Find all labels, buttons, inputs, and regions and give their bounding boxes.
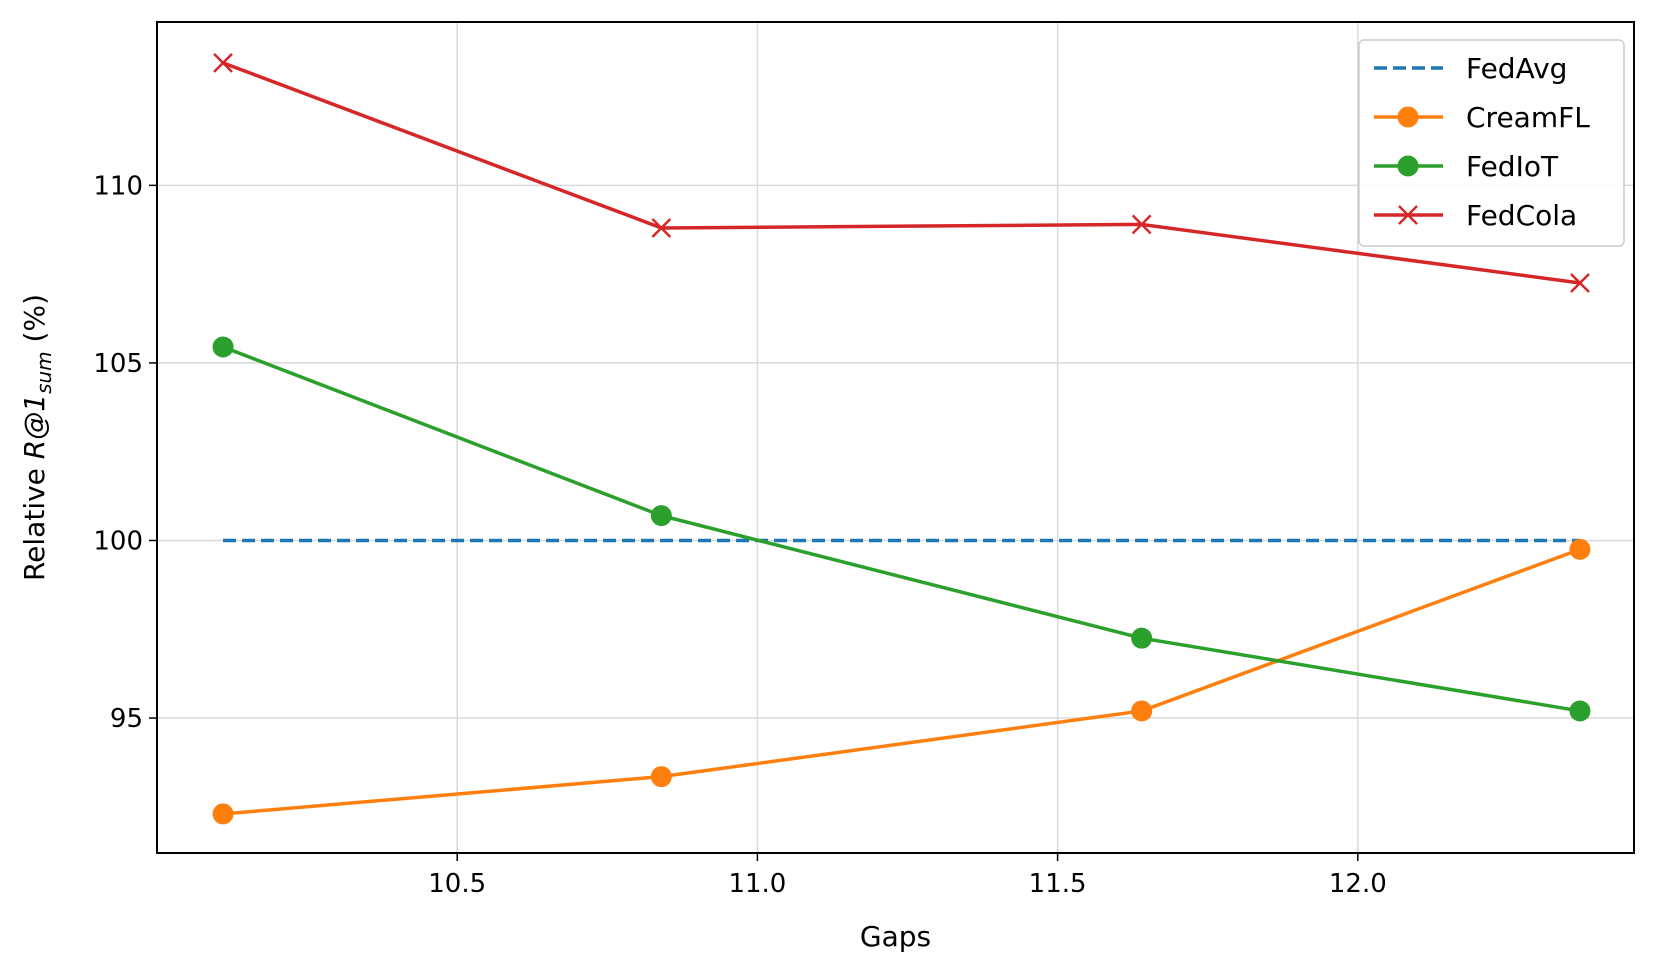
legend-item-fedcola: FedCola xyxy=(1374,199,1577,232)
y-tick-label: 100 xyxy=(93,526,143,556)
series-line-creamfl xyxy=(222,547,1581,816)
series-creamfl xyxy=(212,538,1591,825)
y-axis-label-suffix: (%) xyxy=(18,294,51,351)
series-line-fediot xyxy=(222,345,1581,713)
series-layer xyxy=(212,52,1591,825)
x-tick-label: 11.5 xyxy=(1029,869,1087,899)
legend-item-fediot: FedIoT xyxy=(1374,150,1559,183)
legend: FedAvg CreamFL FedIoT FedCola xyxy=(1358,39,1625,247)
y-axis-label-prefix: Relative xyxy=(18,459,51,581)
data-point-creamfl xyxy=(1131,700,1153,722)
data-point-fediot xyxy=(1131,627,1153,649)
data-point-fediot xyxy=(1569,700,1591,722)
x-tick-label: 10.5 xyxy=(428,869,486,899)
y-axis-label: Relative R@1sum (%) xyxy=(18,294,56,581)
data-point-fedcola xyxy=(1131,214,1152,235)
y-axis-label-subscript: sum xyxy=(32,351,56,394)
y-tick-label: 110 xyxy=(93,171,143,201)
y-axis-label-main: R@1 xyxy=(18,394,51,459)
data-point-fediot xyxy=(212,336,234,358)
data-point-fedcola xyxy=(1570,273,1590,293)
legend-label-fedavg: FedAvg xyxy=(1466,52,1567,85)
legend-label-fediot: FedIoT xyxy=(1466,150,1559,183)
y-tick-label: 95 xyxy=(110,704,143,734)
axis-ticks: 10.5 11.0 11.5 12.0 95 100 105 110 xyxy=(93,171,1386,899)
legend-marker-creamfl xyxy=(1397,106,1419,128)
x-tick-label: 12.0 xyxy=(1329,869,1387,899)
series-line-fedcola xyxy=(222,61,1581,285)
legend-item-fedavg: FedAvg xyxy=(1374,52,1567,85)
series-fediot xyxy=(212,336,1591,722)
legend-marker-fedcola xyxy=(1398,205,1418,225)
data-point-fedcola xyxy=(213,52,233,73)
y-tick-label: 105 xyxy=(93,349,143,379)
legend-item-creamfl: CreamFL xyxy=(1374,101,1590,134)
legend-label-creamfl: CreamFL xyxy=(1466,101,1590,134)
x-axis-label: Gaps xyxy=(860,920,931,953)
data-point-fedcola xyxy=(651,218,672,238)
data-point-creamfl xyxy=(212,803,234,825)
x-tick-label: 11.0 xyxy=(728,869,786,899)
data-point-fediot xyxy=(650,505,672,527)
legend-label-fedcola: FedCola xyxy=(1466,199,1577,232)
data-point-creamfl xyxy=(1569,538,1591,560)
plot-frame xyxy=(156,21,1635,854)
series-fedcola xyxy=(213,52,1590,293)
data-point-creamfl xyxy=(650,766,672,788)
legend-marker-fediot xyxy=(1397,155,1419,177)
legend-box xyxy=(1358,39,1625,247)
